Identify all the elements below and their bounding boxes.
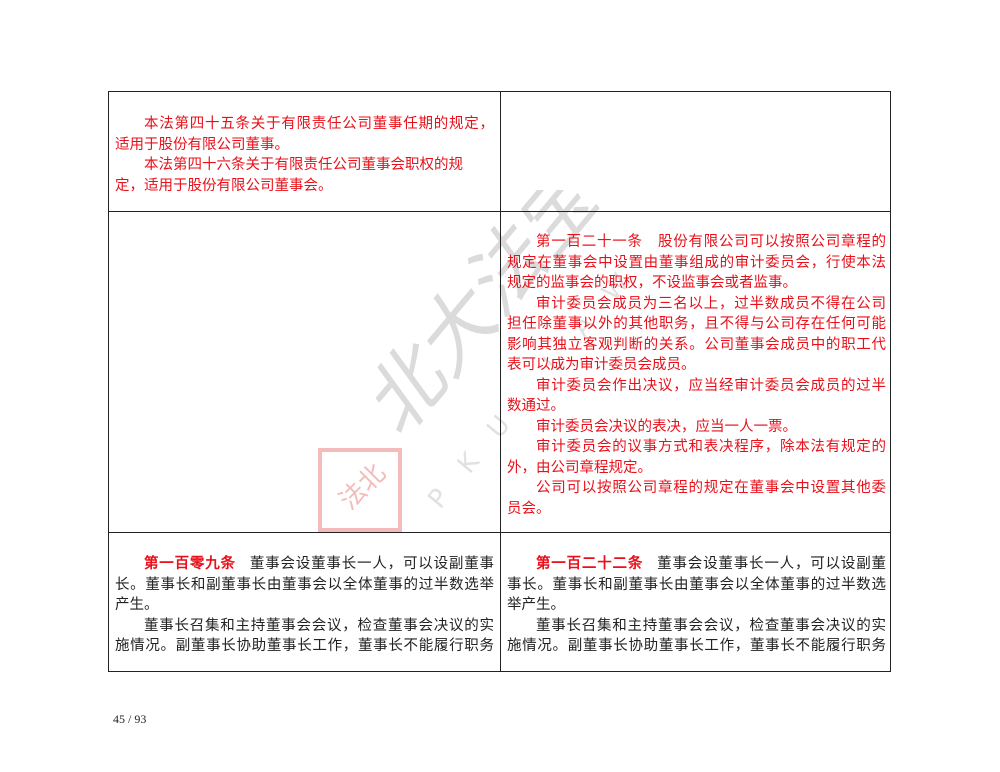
text-line: 事长。董事长和副董事长由董事会以全体董事的过半数选 [507, 576, 886, 593]
text-line: 影响其独立客观判断的关系。公司董事会成员中的职工代 [507, 336, 886, 353]
text-line: 外，由公司章程规定。 [507, 459, 652, 476]
article-text: 董事会设董事长一人，可以设副董 [657, 556, 887, 572]
text-line: 第一百零九条 董事会设董事长一人，可以设副董事 [115, 554, 494, 575]
row-divider [109, 532, 890, 533]
text-line: 产生。 [115, 597, 159, 613]
new-law-cell: 第一百二十一条 股份有限公司可以按照公司章程的规定在董事会中设置由董事组成的审计… [501, 232, 892, 519]
text-line: 施情况。副董事长协助董事长工作，董事长不能履行职务 [115, 638, 494, 654]
page-number: 45 / 93 [113, 712, 147, 726]
article-text: 董事会设董事长一人，可以设副董事 [249, 556, 495, 572]
article-number: 第一百二十二条 [536, 556, 644, 572]
comparison-table: 本法第四十五条关于有限责任公司董事任期的规定， 适用于股份有限公司董事。本法第四十… [108, 91, 891, 672]
text-line: 第一百二十一条 股份有限公司可以按照公司章程的 [536, 234, 886, 250]
text-line: 董事长召集和主持董事会会议，检查董事会决议的实 [536, 617, 886, 634]
text-line: 本法第四十六条关于有限责任公司董事会职权的规 [144, 157, 463, 173]
text-line: 担任除董事以外的其他职务，且不得与公司存在任何可能 [507, 316, 886, 332]
text-line: 公司可以按照公司章程的规定在董事会中设置其他委 [536, 480, 886, 496]
text-line: 规定的监事会的职权，不设监事会或者监事。 [507, 275, 797, 291]
text-line: 本法第四十五条关于有限责任公司董事任期的规定， [144, 116, 494, 132]
text-line: 审计委员会成员为三名以上，过半数成员不得在公司 [536, 295, 886, 312]
text-line: 数通过。 [507, 398, 565, 414]
text-line: 施情况。副董事长协助董事长工作，董事长不能履行职务 [507, 638, 886, 654]
text-line: 审计委员会作出决议，应当经审计委员会成员的过半 [536, 377, 886, 394]
text-line: 员会。 [507, 500, 551, 517]
text-line: 审计委员会决议的表决，应当一人一票。 [536, 418, 797, 435]
text-line: 表可以成为审计委员会成员。 [507, 357, 696, 373]
text-line: 规定在董事会中设置由董事组成的审计委员会，行使本法 [507, 254, 886, 271]
column-divider [500, 92, 501, 671]
article-number: 第一百零九条 [144, 556, 236, 572]
text-line: 第一百二十二条 董事会设董事长一人，可以设副董 [507, 554, 886, 575]
text-line: 举产生。 [507, 597, 565, 613]
text-line: 定，适用于股份有限公司董事会。 [115, 177, 333, 194]
text-line: 长。董事长和副董事长由董事会以全体董事的过半数选举 [115, 576, 494, 593]
text-line: 适用于股份有限公司董事。 [115, 136, 289, 153]
text-line: 审计委员会的议事方式和表决程序，除本法有规定的 [536, 439, 886, 455]
row-divider [109, 211, 890, 212]
text-line: 董事长召集和主持董事会会议，检查董事会决议的实 [144, 617, 494, 634]
old-law-cell: 第一百零九条 董事会设董事长一人，可以设副董事 长。董事长和副董事长由董事会以全体董… [109, 554, 500, 657]
old-law-cell: 本法第四十五条关于有限责任公司董事任期的规定， 适用于股份有限公司董事。本法第四十… [109, 114, 500, 196]
new-law-cell: 第一百二十二条 董事会设董事长一人，可以设副董 事长。董事长和副董事长由董事会以全体… [501, 554, 892, 657]
